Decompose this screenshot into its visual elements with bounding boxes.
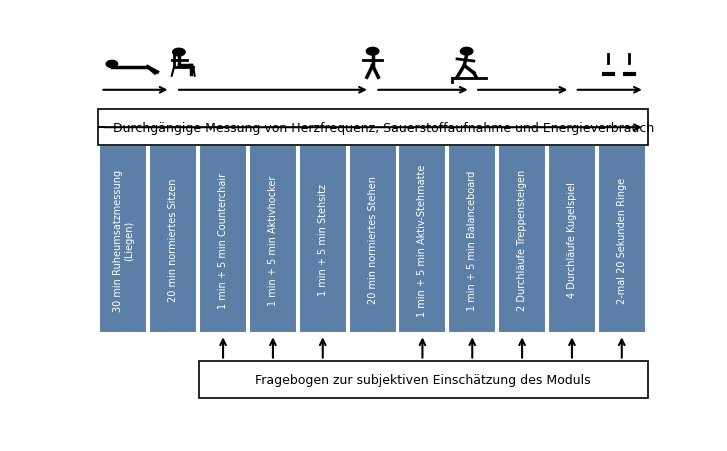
- FancyBboxPatch shape: [548, 146, 596, 334]
- Text: 1 min + 5 min Balanceboard: 1 min + 5 min Balanceboard: [467, 170, 477, 310]
- FancyBboxPatch shape: [348, 146, 397, 334]
- FancyBboxPatch shape: [398, 146, 446, 334]
- FancyBboxPatch shape: [100, 146, 148, 334]
- Circle shape: [106, 61, 118, 69]
- Text: 30 min Ruheumsatzmessung
(Liegen): 30 min Ruheumsatzmessung (Liegen): [113, 169, 134, 311]
- FancyBboxPatch shape: [299, 146, 347, 334]
- FancyBboxPatch shape: [199, 146, 247, 334]
- FancyBboxPatch shape: [498, 146, 546, 334]
- Text: Fragebogen zur subjektiven Einschätzung des Moduls: Fragebogen zur subjektiven Einschätzung …: [255, 373, 591, 386]
- Text: 1 min + 5 min Counterchair: 1 min + 5 min Counterchair: [218, 172, 228, 308]
- Text: Durchgängige Messung von Herzfrequenz, Sauerstoffaufnahme und Energieverbrauch: Durchgängige Messung von Herzfrequenz, S…: [113, 121, 654, 134]
- Text: 4 Durchläufe Kugelspiel: 4 Durchläufe Kugelspiel: [567, 182, 577, 298]
- Text: 1 min + 5 min Stehsitz: 1 min + 5 min Stehsitz: [318, 184, 328, 296]
- Text: 1 min + 5 min Aktivhocker: 1 min + 5 min Aktivhocker: [268, 175, 278, 305]
- FancyBboxPatch shape: [97, 110, 648, 146]
- Circle shape: [460, 48, 473, 56]
- Text: 20 min normiertes Sitzen: 20 min normiertes Sitzen: [168, 178, 178, 302]
- FancyBboxPatch shape: [199, 361, 648, 398]
- Circle shape: [172, 49, 185, 57]
- Text: 2-mal 20 Sekunden Ringe: 2-mal 20 Sekunden Ringe: [616, 177, 627, 303]
- Circle shape: [366, 48, 379, 56]
- FancyBboxPatch shape: [598, 146, 646, 334]
- FancyBboxPatch shape: [249, 146, 297, 334]
- Text: 20 min normiertes Stehen: 20 min normiertes Stehen: [368, 176, 377, 304]
- Text: 1 min + 5 min Aktiv-Stehmatte: 1 min + 5 min Aktiv-Stehmatte: [417, 164, 427, 316]
- Text: 2 Durchläufe Treppensteigen: 2 Durchläufe Treppensteigen: [517, 170, 527, 310]
- FancyBboxPatch shape: [448, 146, 497, 334]
- FancyBboxPatch shape: [149, 146, 197, 334]
